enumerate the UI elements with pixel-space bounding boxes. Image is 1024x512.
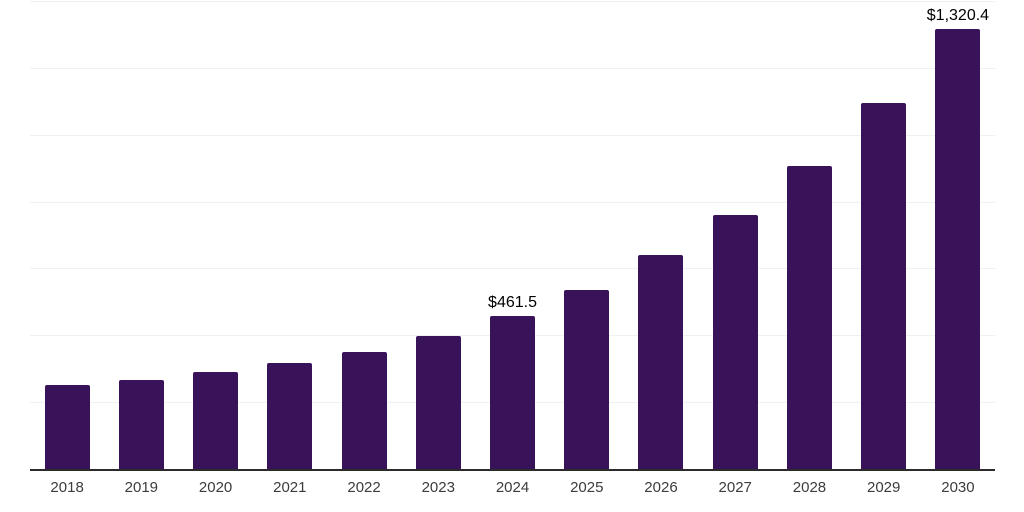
- x-tick-label-2025: 2025: [570, 479, 604, 496]
- data-label-2024: $461.5: [488, 293, 537, 311]
- bar-band-2019: [104, 2, 178, 470]
- bar-band-2029: [847, 2, 921, 470]
- x-tick-label-2028: 2028: [792, 479, 827, 496]
- x-axis-tick-labels: 2018 2019 2020 2021 2022 2023 2024 2025 2026 2027…: [30, 480, 995, 496]
- bar-band-2023: [401, 2, 475, 470]
- bar-band-2020: [178, 2, 252, 470]
- plot-area: $461.5 $1,320.4: [30, 1, 995, 471]
- x-tick-label-2024: 2024: [495, 479, 530, 496]
- bar-2025: [564, 289, 610, 470]
- bar-band-2028: [772, 2, 846, 470]
- bar-band-2027: [698, 2, 772, 470]
- bar-2028: [786, 166, 832, 470]
- x-axis-line: [30, 469, 995, 471]
- bar-band-2025: [550, 2, 624, 470]
- bar-2026: [638, 255, 684, 470]
- gridline-1200: [30, 67, 995, 69]
- x-tick-label-2023: 2023: [421, 479, 455, 496]
- x-tick-label-2018: 2018: [50, 479, 84, 496]
- bar-band-2024: $461.5: [475, 2, 549, 470]
- gridline-600: [30, 268, 995, 270]
- bar-band-2030: $1,320.4: [921, 2, 995, 470]
- x-tick-label-2019: 2019: [124, 479, 159, 496]
- x-tick-label-2026: 2026: [644, 479, 678, 496]
- bar-2030: [935, 28, 981, 470]
- data-label-2030: $1,320.4: [926, 6, 990, 24]
- bar-2020: [193, 371, 239, 470]
- gridline-800: [30, 201, 995, 203]
- x-tick-label-2029: 2029: [867, 479, 901, 496]
- bar-2019: [118, 379, 164, 470]
- bar-2023: [415, 336, 461, 470]
- bar-band-2026: [624, 2, 698, 470]
- bar-band-2022: [327, 2, 401, 470]
- x-tick-label-2021: 2021: [273, 479, 307, 496]
- bar-2027: [712, 214, 758, 470]
- bar-2021: [267, 362, 313, 470]
- bar-2022: [341, 351, 387, 470]
- bar-band-2021: [253, 2, 327, 470]
- gridline-1000: [30, 134, 995, 136]
- bars-container: $461.5 $1,320.4: [30, 2, 995, 470]
- bar-2024: [490, 315, 536, 470]
- x-tick-label-2030: 2030: [941, 479, 975, 496]
- bar-2018: [44, 384, 90, 470]
- gridline-1400: [30, 1, 995, 2]
- bar-2029: [861, 103, 907, 470]
- x-tick-label-2020: 2020: [198, 479, 233, 496]
- x-tick-label-2027: 2027: [718, 479, 752, 496]
- x-tick-label-2022: 2022: [347, 479, 381, 496]
- bar-band-2018: [30, 2, 104, 470]
